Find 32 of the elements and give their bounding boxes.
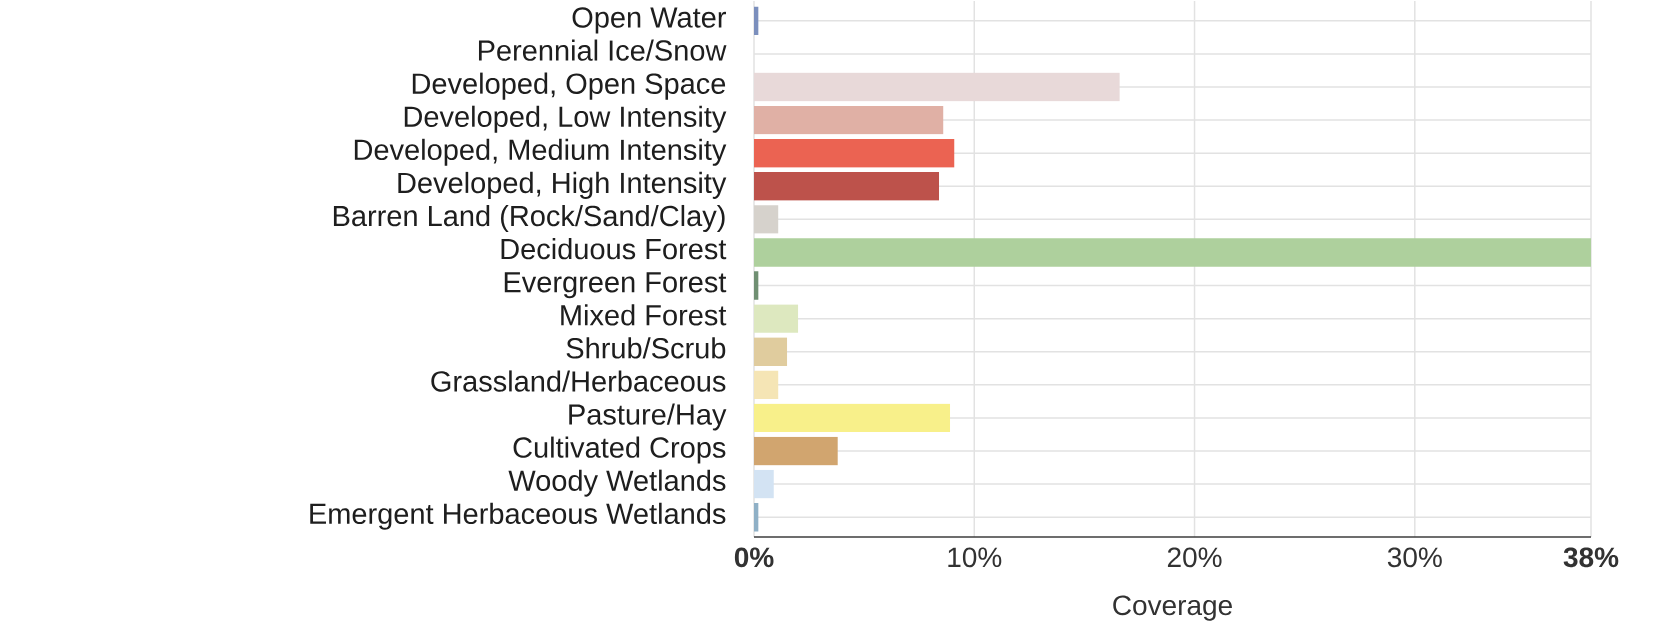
bar [754,238,1592,267]
x-axis-title: Coverage [1113,595,1232,621]
x-tick-label: 20% [1167,547,1222,568]
y-tick-label: Mixed Forest [561,304,727,326]
x-tick-label: 10% [948,547,1002,568]
y-tick-label: Developed, Medium Intensity [354,138,727,166]
y-tick-label: Developed, Low Intensity [404,105,727,133]
y-tick-label: Deciduous Forest [501,238,727,260]
y-tick-label: Pasture/Hay [569,403,727,431]
bar [754,403,951,433]
y-tick-label: Open Water [572,7,726,34]
bar [754,436,838,466]
y-tick-label: Developed, High Intensity [398,171,727,199]
bar [754,138,955,168]
y-tick-label: Shrub/Scrub [566,337,726,359]
y-tick-label: Emergent Herbaceous Wetlands [310,502,726,530]
x-tick-label: 0% [734,547,774,568]
bar [754,370,779,400]
y-tick-label: Woody Wetlands [508,469,726,497]
y-tick-label: Barren Land (Rock/Sand/Clay) [333,204,725,232]
bar [754,172,940,201]
x-tick-label: 38% [1563,547,1619,568]
bar [754,205,779,234]
bar [754,304,799,333]
y-tick-label: Grassland/Herbaceous [431,370,726,392]
y-tick-label: Cultivated Crops [513,436,726,464]
y-tick-label: Perennial Ice/Snow [478,39,727,61]
y-tick-label: Developed, Open Space [412,72,726,100]
x-tick-label: 30% [1387,547,1442,568]
bar [754,105,944,135]
y-tick-label: Evergreen Forest [504,272,727,299]
bar [754,337,788,366]
